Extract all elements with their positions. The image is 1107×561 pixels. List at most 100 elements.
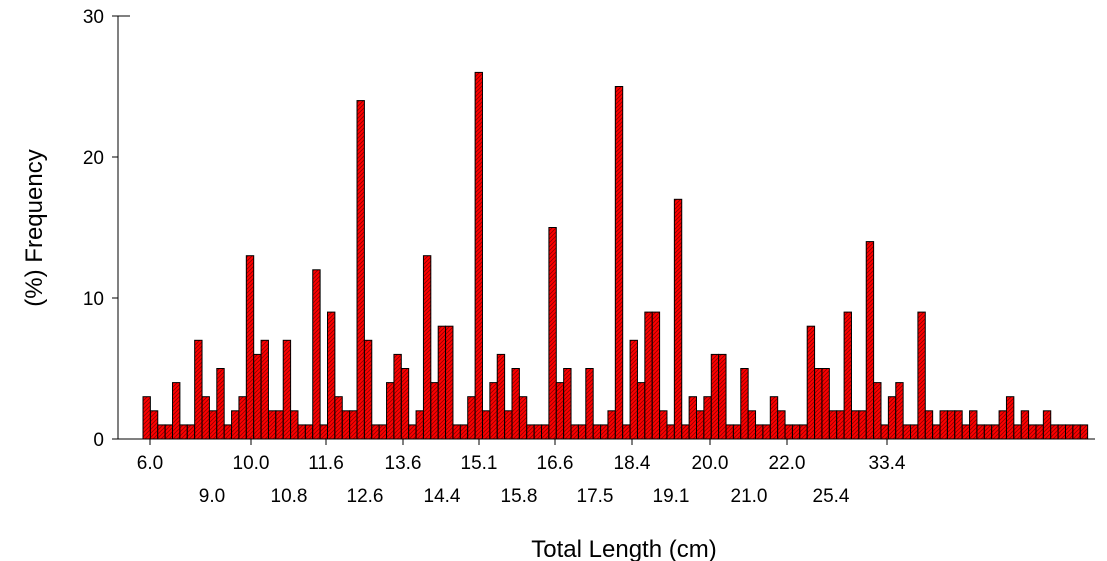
histogram-bar: [673, 198, 683, 440]
histogram-bar: [526, 424, 535, 440]
histogram-bar: [408, 424, 417, 440]
histogram-bar: [563, 368, 572, 440]
x-ticks-group: 6.0 10.0 11.6 13.6 15.1 16.6 18.4 20.0 22.0 33.4 9…: [137, 439, 906, 507]
histogram-bar: [747, 410, 757, 440]
histogram-bar: [467, 396, 476, 440]
x-tick-label: 20.0: [692, 453, 729, 474]
histogram-bar: [843, 311, 852, 440]
histogram-bar: [873, 382, 882, 440]
histogram-bar: [895, 382, 904, 440]
histogram-bar: [791, 424, 801, 440]
histogram-bar: [481, 410, 491, 440]
histogram-bar: [445, 325, 454, 440]
histogram-bar: [821, 368, 830, 440]
y-ticks-group: 0 10 20 30: [83, 7, 118, 451]
histogram-bar: [290, 410, 299, 440]
histogram-bar: [954, 410, 963, 440]
histogram-bar: [504, 410, 513, 440]
histogram-bar: [659, 410, 668, 440]
x-tick-label: 15.8: [501, 486, 538, 507]
histogram-bar: [696, 410, 705, 440]
histogram-bar: [880, 424, 889, 440]
histogram-bar: [836, 410, 845, 440]
histogram-bar: [932, 424, 941, 440]
x-tick-label: 25.4: [813, 486, 850, 507]
histogram-bar: [910, 424, 919, 440]
histogram-bar: [1020, 410, 1030, 440]
histogram-bar: [541, 424, 550, 440]
x-tick-label: 9.0: [199, 486, 225, 507]
x-axis-title: Total Length (cm): [531, 536, 716, 561]
histogram-bar: [939, 410, 948, 440]
x-tick-label: 11.6: [308, 453, 344, 474]
histogram-bar: [858, 410, 867, 440]
histogram-bar: [231, 410, 240, 440]
histogram-bar: [622, 424, 631, 440]
histogram-bar: [223, 424, 233, 440]
histogram-bar: [998, 410, 1007, 440]
histogram-bar: [946, 410, 956, 440]
histogram-bar: [149, 410, 159, 440]
histogram-bar: [334, 396, 343, 440]
histogram-bar: [201, 396, 210, 440]
histogram-bar: [378, 424, 388, 440]
histogram-bar: [1079, 424, 1089, 440]
histogram-bar: [636, 382, 646, 440]
histogram-bar: [363, 339, 373, 440]
histogram-bar: [806, 325, 816, 440]
histogram-bar: [459, 424, 469, 440]
histogram-bar: [799, 424, 808, 440]
histogram-bar: [164, 424, 174, 440]
bars-group: [142, 71, 1089, 440]
x-tick-label: 21.0: [731, 486, 768, 507]
histogram-bar: [356, 100, 365, 440]
histogram-bar: [341, 410, 351, 440]
x-tick-label: 15.1: [461, 453, 498, 474]
x-tick-label: 10.0: [233, 453, 270, 474]
histogram-bar: [349, 410, 358, 440]
histogram-bar: [172, 382, 181, 440]
histogram-bar: [600, 424, 609, 440]
histogram-bar: [614, 86, 624, 440]
histogram-bar: [644, 311, 653, 440]
histogram-bar: [969, 410, 978, 440]
histogram-bar: [755, 424, 764, 440]
histogram-bar: [902, 424, 912, 440]
histogram-bar: [769, 396, 779, 440]
histogram-bar: [887, 396, 897, 440]
histogram-bar: [777, 410, 786, 440]
histogram-bar: [297, 424, 306, 440]
histogram-bar: [865, 241, 875, 440]
histogram-bar: [1072, 424, 1081, 440]
histogram-bar: [142, 396, 151, 440]
x-tick-label: 19.1: [653, 486, 690, 507]
x-tick-label: 14.4: [424, 486, 461, 507]
y-tick-label: 0: [93, 430, 104, 451]
y-axis-title: (%) Frequency: [21, 149, 48, 306]
histogram-bar: [976, 424, 985, 440]
x-tick-label: 22.0: [769, 453, 806, 474]
histogram-bar: [260, 339, 269, 440]
histogram-bar: [718, 353, 727, 440]
histogram-bar: [253, 353, 262, 440]
histogram-bar: [1050, 424, 1059, 440]
histogram-bar: [651, 311, 661, 440]
histogram-bar: [710, 353, 720, 440]
histogram-bar: [489, 382, 498, 440]
histogram-bar: [282, 339, 292, 440]
histogram-bar: [496, 353, 506, 440]
histogram-bar: [961, 424, 971, 440]
histogram-bar: [983, 424, 993, 440]
histogram-bar: [430, 382, 439, 440]
histogram-bar: [327, 311, 336, 440]
histogram-bar: [548, 227, 557, 440]
histogram-bar: [238, 396, 247, 440]
histogram-bar: [732, 424, 742, 440]
histogram-bar: [814, 368, 823, 440]
histogram-bar: [437, 325, 447, 440]
x-tick-label: 33.4: [869, 453, 906, 474]
histogram-bar: [386, 382, 395, 440]
histogram-bar: [518, 396, 528, 440]
histogram-bar: [1005, 396, 1015, 440]
histogram-bar: [452, 424, 461, 440]
